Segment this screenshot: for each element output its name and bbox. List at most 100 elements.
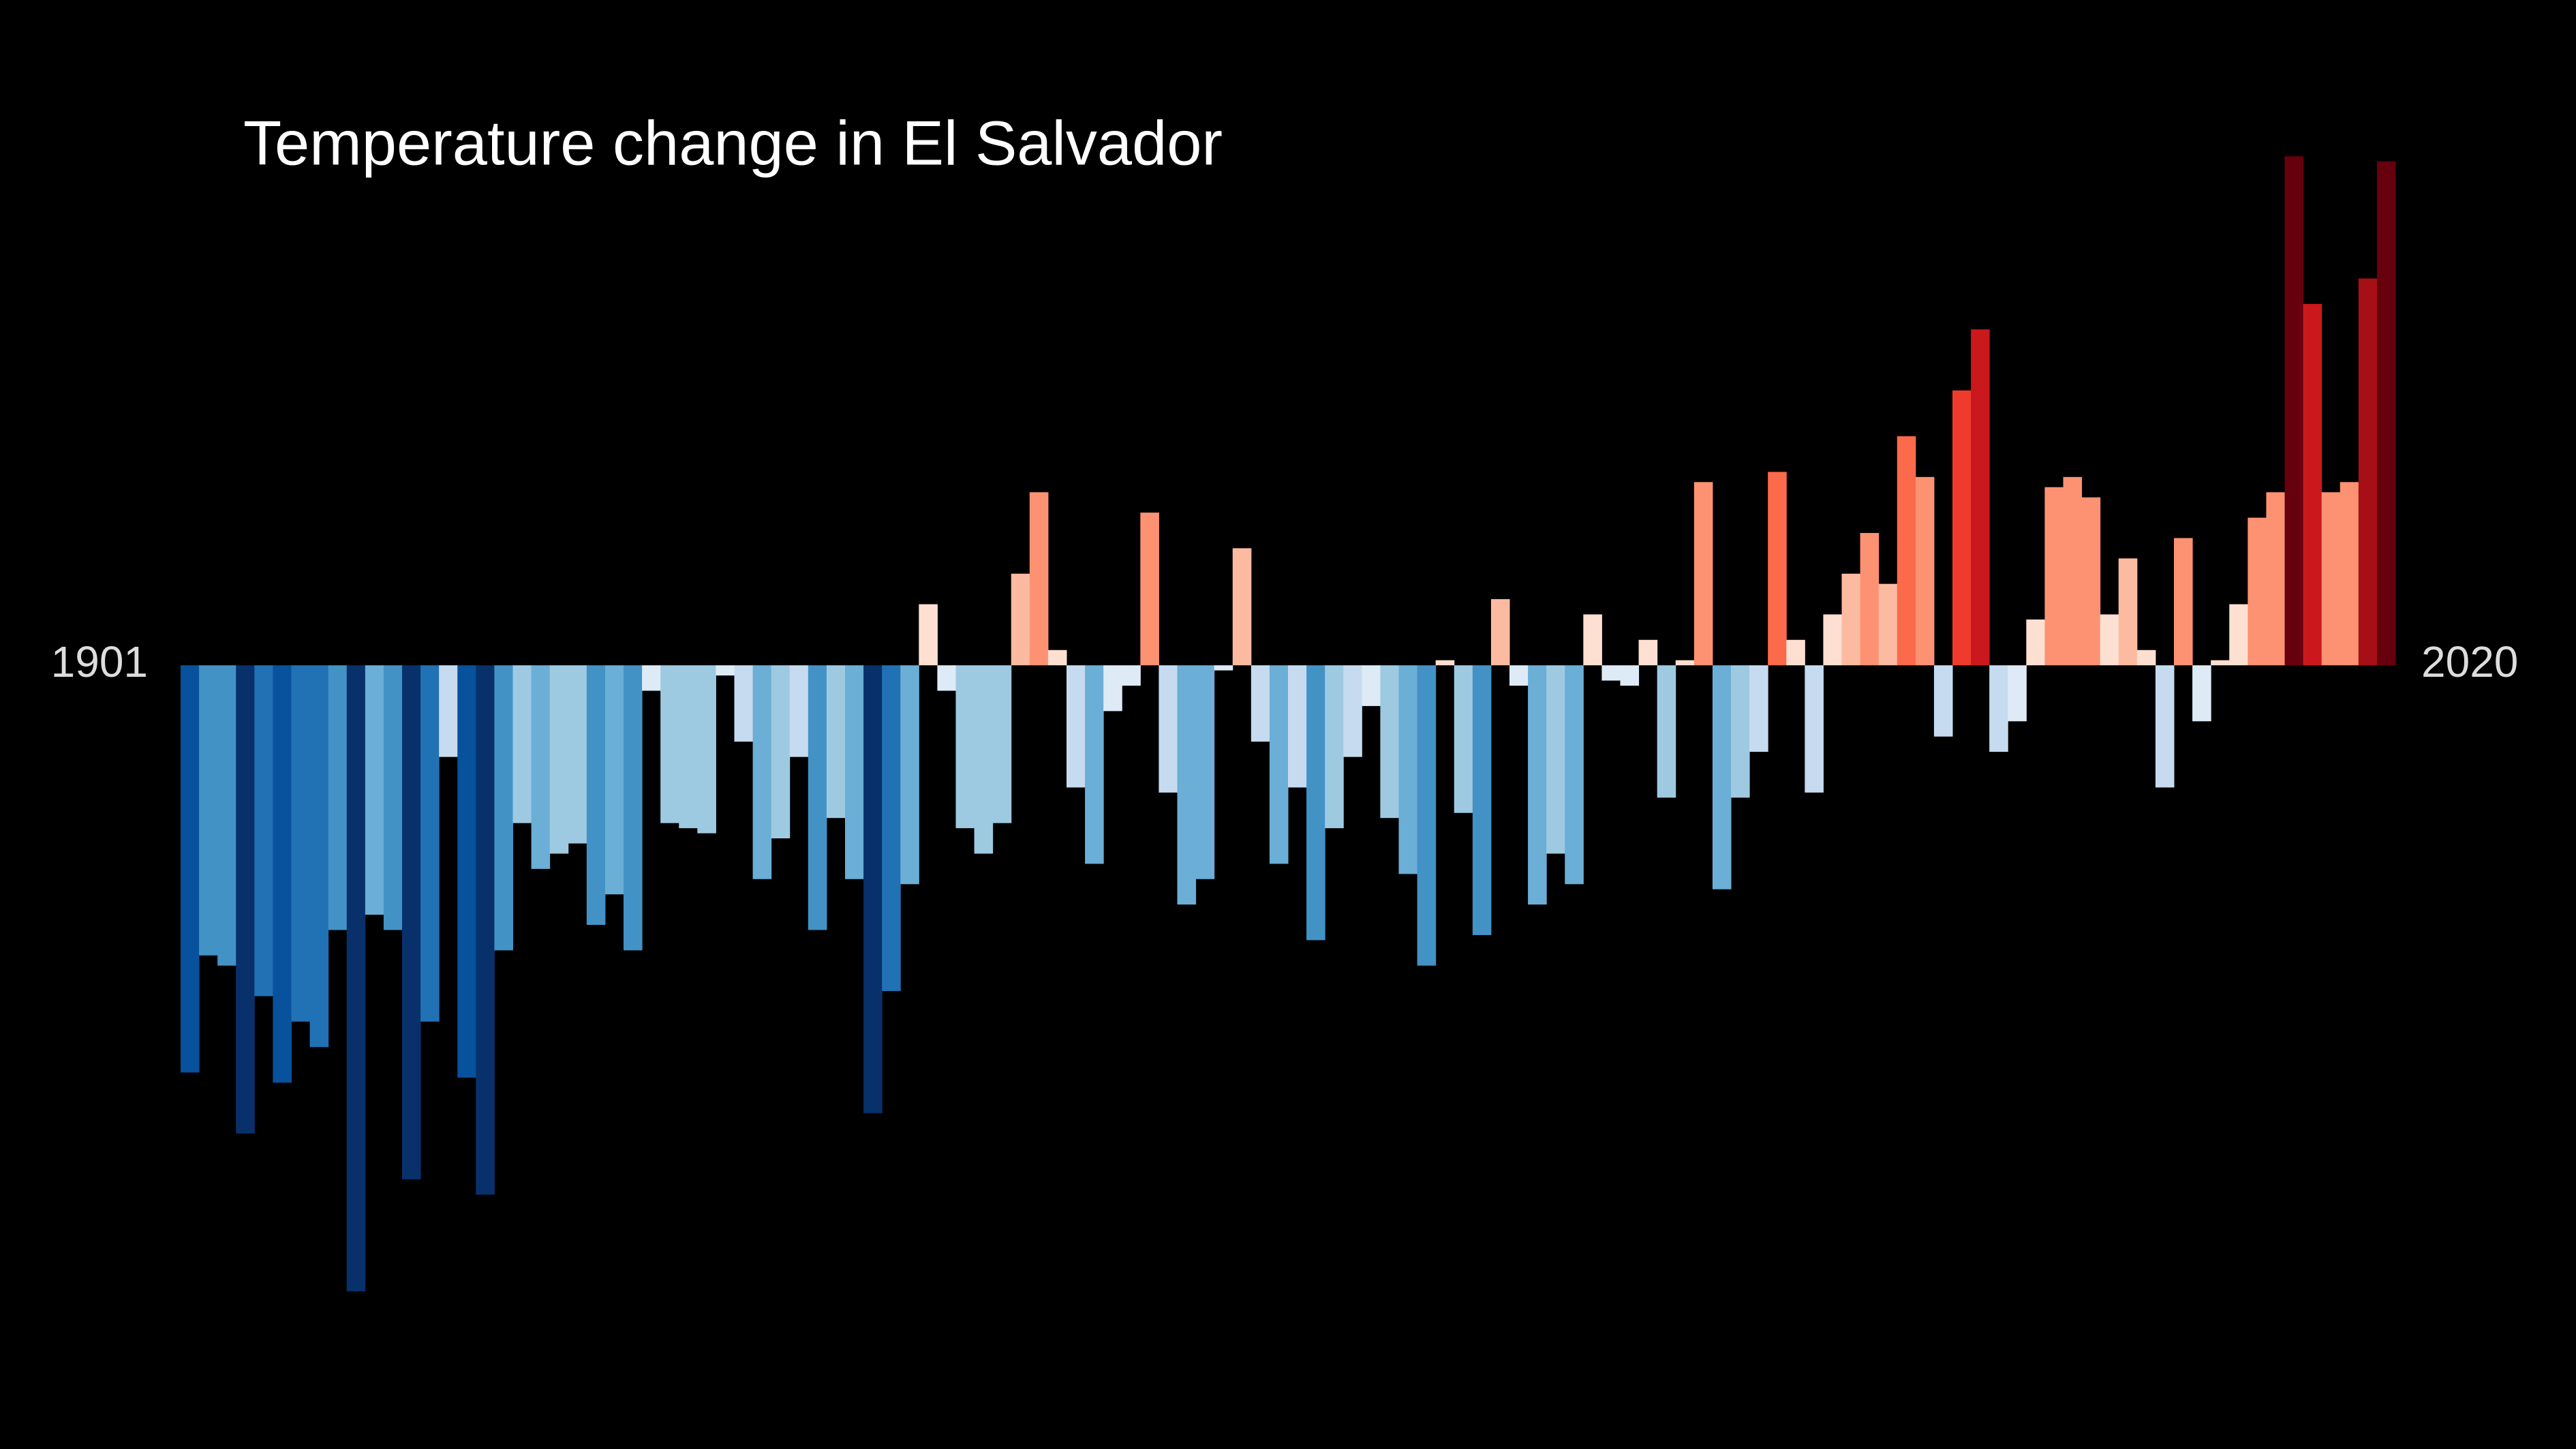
bar [383,665,403,930]
bar [1712,665,1732,889]
bar [291,665,311,1022]
bar [2100,614,2119,666]
bar [309,665,329,1048]
bar [531,665,551,869]
bar [900,665,919,885]
bar [1472,665,1492,935]
bar [1398,665,1418,874]
bar [642,665,661,691]
bar [1528,665,1547,905]
bar [2008,665,2027,722]
bar [1011,573,1030,666]
x-tick-label: 1901 [51,637,148,686]
bar [1693,482,1713,666]
bar [1380,665,1399,819]
bar [1343,665,1362,757]
bar [2358,278,2378,666]
bar [1232,548,1252,666]
bar [1047,650,1067,666]
bar [1454,665,1473,813]
bar [1546,665,1565,854]
bar [2321,492,2341,666]
bar [2340,482,2359,666]
bar [217,665,236,966]
bar [199,665,218,956]
bar [346,665,366,1292]
bar [2229,604,2248,666]
bar [1251,665,1270,742]
bar [2118,558,2138,666]
bar [1417,665,1437,966]
bar [586,665,606,926]
bar [2284,156,2304,666]
bar [236,665,255,1134]
bar [568,665,587,844]
bar [328,665,348,930]
bar [273,665,292,1083]
bar [549,665,569,854]
bar [1214,665,1233,671]
bar [826,665,846,819]
bar [254,665,273,996]
bar [1786,639,1805,666]
bar [2174,538,2193,666]
bar [1490,599,1510,666]
bar [1971,329,1990,666]
bar [1805,665,1824,793]
bar [1731,665,1750,798]
bar [1620,665,1640,686]
bar [1583,614,1602,666]
bar [1657,665,1676,798]
bar [2063,476,2083,666]
bar [1915,476,1935,666]
bar [1841,573,1861,666]
bar [1768,472,1787,666]
bar [2136,650,2156,666]
bar [2081,497,2101,666]
bar [974,665,994,854]
bar [2266,492,2285,666]
bar [2248,517,2267,666]
bar [2192,665,2211,722]
bar [1860,532,1880,666]
bar [752,665,772,879]
bar [2376,161,2396,666]
bar [845,665,864,879]
bar [863,665,883,1114]
bar [679,665,698,829]
bar [1749,665,1768,752]
bar [771,665,791,839]
bar [955,665,975,829]
bar [1638,639,1658,666]
bar [734,665,754,742]
bar [1269,665,1289,864]
bar [1509,665,1529,686]
bar [1362,665,1381,706]
bar [1195,665,1215,879]
x-tick-label: 2020 [2421,637,2518,686]
bar [494,665,513,951]
bar [808,665,827,930]
bar [476,665,495,1195]
bar [1989,665,2008,752]
bar [624,665,643,951]
bar [1288,665,1307,788]
chart-title: Temperature change in El Salvador [243,108,1223,178]
bar [882,665,901,992]
bar [604,665,624,895]
bar [420,665,440,1022]
bar [1601,665,1621,681]
bar [2044,487,2064,666]
bar [1085,665,1104,864]
bar [2155,665,2175,788]
bar [1067,665,1086,788]
bar [919,604,938,666]
bar [1122,665,1141,686]
bar [789,665,809,757]
bar [402,665,421,1180]
bar [1140,513,1159,666]
bar [660,665,679,823]
bar [1565,665,1584,885]
bar [1897,436,1916,666]
